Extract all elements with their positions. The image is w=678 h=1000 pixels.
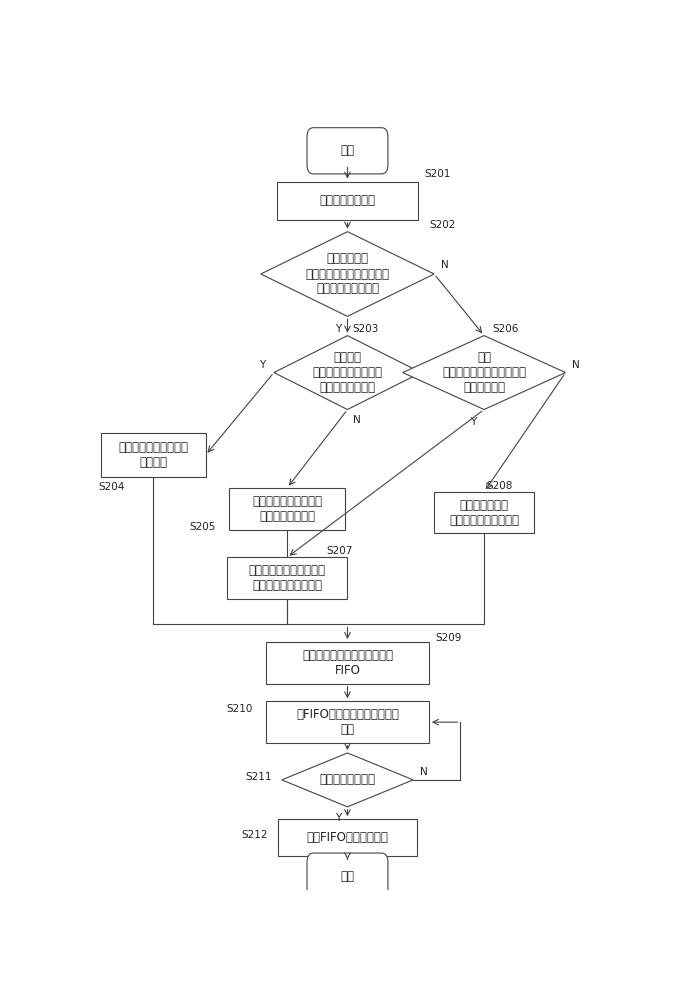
Text: S207: S207: [327, 546, 353, 556]
Text: Y: Y: [335, 813, 341, 823]
FancyBboxPatch shape: [278, 819, 417, 856]
FancyBboxPatch shape: [266, 701, 429, 743]
Text: N: N: [420, 767, 428, 777]
Text: 将唯一的完成程度最高的
交易记录作为正确记录: 将唯一的完成程度最高的 交易记录作为正确记录: [249, 564, 325, 592]
Polygon shape: [403, 336, 565, 410]
FancyBboxPatch shape: [277, 182, 418, 220]
Text: N: N: [441, 260, 449, 270]
FancyBboxPatch shape: [229, 488, 345, 530]
Text: 判断状态
标志为交易成功的交易
记录个数是否唯一: 判断状态 标志为交易成功的交易 记录个数是否唯一: [313, 351, 382, 394]
FancyBboxPatch shape: [434, 492, 534, 533]
FancyBboxPatch shape: [100, 433, 205, 477]
Text: N: N: [353, 415, 361, 425]
FancyBboxPatch shape: [226, 557, 348, 599]
Text: Y: Y: [335, 324, 341, 334]
Text: 接收多个交易记录: 接收多个交易记录: [319, 194, 376, 207]
Text: S203: S203: [353, 324, 379, 334]
Text: S206: S206: [492, 324, 519, 334]
Polygon shape: [261, 232, 434, 316]
FancyBboxPatch shape: [307, 128, 388, 174]
Text: 将交易时间最短
交易记录作为正确记录: 将交易时间最短 交易记录作为正确记录: [449, 499, 519, 527]
Text: Y: Y: [259, 360, 266, 370]
Text: 判断
完成程度最高的交易记录的
个数是否唯一: 判断 完成程度最高的交易记录的 个数是否唯一: [442, 351, 526, 394]
Text: 判断反馈是否成功: 判断反馈是否成功: [319, 773, 376, 786]
Text: Y: Y: [471, 417, 477, 427]
Text: 将交易时间最短的交易
记录作为正确记录: 将交易时间最短的交易 记录作为正确记录: [252, 495, 322, 523]
Text: 将FIFO中的正确记录上传到服
务器: 将FIFO中的正确记录上传到服 务器: [296, 708, 399, 736]
Text: S205: S205: [190, 522, 216, 532]
Text: 将唯一的交易记录作为
正确记录: 将唯一的交易记录作为 正确记录: [118, 441, 188, 469]
Text: S212: S212: [241, 830, 268, 840]
Text: 判断多个交易
记录中是否包含状态标志为
交易成功的交易记录: 判断多个交易 记录中是否包含状态标志为 交易成功的交易记录: [306, 252, 389, 296]
FancyBboxPatch shape: [266, 642, 429, 684]
Text: S211: S211: [245, 772, 271, 782]
Text: 将上述所得的正确记录加入到
FIFO: 将上述所得的正确记录加入到 FIFO: [302, 649, 393, 677]
Text: S204: S204: [98, 482, 124, 492]
Text: S210: S210: [226, 704, 253, 714]
Text: S209: S209: [435, 633, 462, 643]
Text: S201: S201: [424, 169, 451, 179]
Text: S208: S208: [487, 481, 513, 491]
Polygon shape: [282, 753, 413, 807]
Polygon shape: [274, 336, 421, 410]
FancyBboxPatch shape: [307, 853, 388, 899]
Text: N: N: [572, 360, 580, 370]
Text: 结束: 结束: [340, 870, 355, 883]
Text: S202: S202: [429, 220, 456, 230]
Text: 开始: 开始: [340, 144, 355, 157]
Text: 删除FIFO中的正确记录: 删除FIFO中的正确记录: [306, 831, 388, 844]
